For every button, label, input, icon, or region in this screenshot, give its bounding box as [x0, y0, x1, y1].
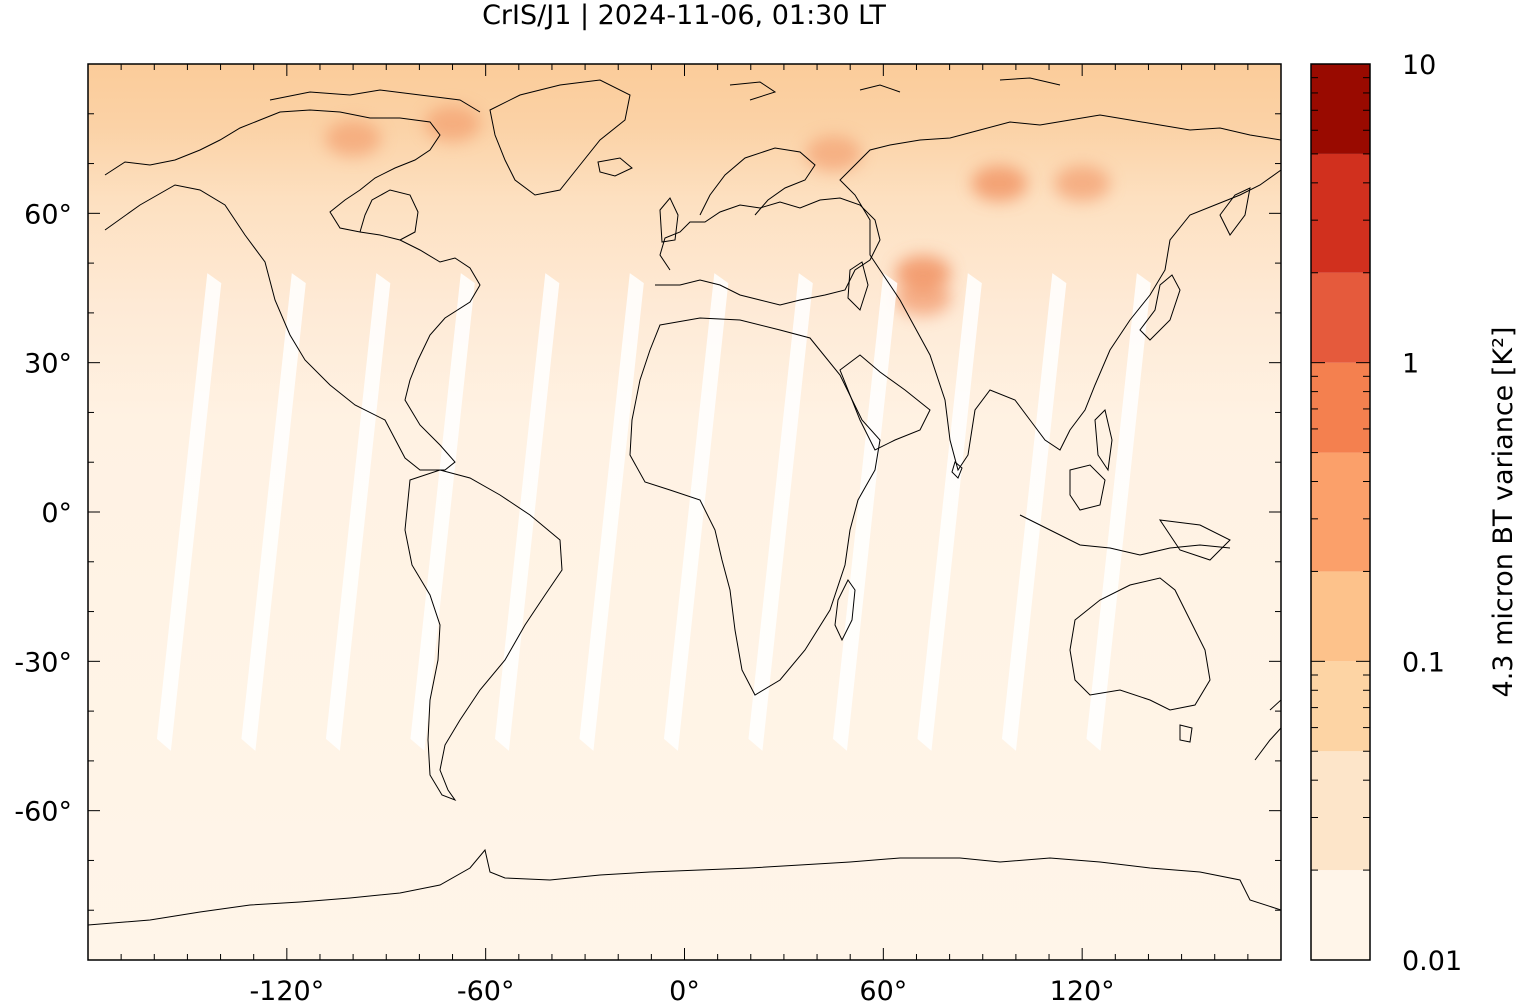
- orbit-gap: [579, 273, 644, 751]
- colorbar-bin-3: [1311, 571, 1370, 662]
- coast-north-america: [104, 109, 481, 471]
- coast-japan: [1139, 274, 1181, 341]
- coast-sri-lanka: [951, 461, 963, 479]
- lat-tick-label: 60°: [24, 199, 72, 230]
- colorbar-bin-7: [1311, 153, 1370, 273]
- orbit-gap: [1086, 273, 1151, 751]
- lat-tick-label: -60°: [14, 797, 72, 828]
- coast-caspian: [847, 261, 869, 311]
- hotspot-layer: [325, 105, 1111, 316]
- colorbar-bin-5: [1311, 362, 1370, 453]
- hotspot-2: [895, 255, 952, 292]
- coastlines: [88, 77, 1281, 926]
- map-title: CrIS/J1 | 2024-11-06, 01:30 LT: [482, 0, 886, 31]
- orbit-gap: [917, 273, 982, 751]
- coast-arctic-islands: [269, 77, 1061, 113]
- lon-tick-label: 0°: [669, 976, 700, 1002]
- colorbar-bin-2: [1311, 661, 1370, 752]
- coast-south-america: [404, 469, 563, 802]
- coast-greenland: [489, 79, 631, 196]
- orbit-gap: [325, 273, 391, 751]
- colorbar-bin-8: [1311, 64, 1370, 154]
- coast-australia: [1069, 577, 1211, 711]
- colorbar-label: 4.3 micron BT variance [K²]: [1488, 327, 1519, 698]
- orbit-gap-layer: [156, 273, 1151, 751]
- coast-indonesia: [1019, 514, 1231, 556]
- orbit-gap: [1001, 273, 1067, 751]
- coast-madagascar: [834, 579, 856, 642]
- orbit-gap: [748, 273, 813, 751]
- hotspot-0: [971, 165, 1028, 202]
- coast-hudson-bay: [359, 189, 419, 241]
- orbit-gap: [494, 273, 560, 751]
- colorbar-tick-label: 1: [1402, 349, 1419, 380]
- coast-europe: [655, 197, 881, 306]
- colorbar-bins: [1311, 64, 1370, 960]
- lat-tick-label: 0°: [41, 498, 72, 529]
- coast-scandinavia: [699, 147, 816, 216]
- coast-kamchatka: [1219, 187, 1251, 236]
- colorbar-bin-1: [1311, 751, 1370, 871]
- lon-tick-label: -120°: [249, 976, 324, 1002]
- orbit-gap: [663, 273, 729, 751]
- coast-new-guinea: [1158, 519, 1231, 561]
- lon-tick-label: -60°: [457, 976, 515, 1002]
- colorbar-bin-0: [1311, 870, 1370, 960]
- hotspot-1: [1054, 165, 1111, 202]
- hotspot-6: [325, 120, 382, 157]
- data-field: [88, 64, 1281, 960]
- coast-new-zealand: [1254, 699, 1281, 761]
- longitude-axis: -120° -60° 0° 60° 120°: [120, 64, 1249, 1002]
- coast-uk: [659, 197, 679, 243]
- colorbar: 10 1 0.1 0.01 4.3 micron BT variance [K²]: [1310, 50, 1519, 977]
- colorbar-tick-label: 10: [1402, 50, 1436, 81]
- orbit-gap: [241, 273, 306, 751]
- coast-africa: [629, 317, 881, 696]
- colorbar-bin-4: [1311, 452, 1370, 572]
- coast-arabia: [839, 354, 931, 451]
- lon-tick-label: 120°: [1050, 976, 1115, 1002]
- colorbar-frame: [1310, 63, 1371, 961]
- orbit-gap: [832, 273, 898, 751]
- map-panel: -120° -60° 0° 60° 120° 60° 30° 0° -30° -60°: [14, 63, 1282, 1002]
- coast-antarctica: [88, 848, 1281, 926]
- coast-philippines: [1094, 409, 1113, 472]
- colorbar-ticks: 10 1 0.1 0.01: [1311, 50, 1462, 977]
- coast-tasmania: [1179, 724, 1193, 743]
- hotspot-4: [805, 135, 862, 172]
- hotspot-3: [895, 279, 952, 316]
- colorbar-tick-label: 0.01: [1402, 946, 1462, 977]
- hotspot-5: [424, 105, 481, 142]
- coast-iceland: [597, 157, 633, 177]
- lat-tick-label: 30°: [24, 349, 72, 380]
- coast-asia: [839, 114, 1281, 472]
- orbit-gap: [156, 273, 222, 751]
- colorbar-bin-6: [1311, 272, 1370, 363]
- lon-tick-label: 60°: [859, 976, 907, 1002]
- lat-tick-label: -30°: [14, 647, 72, 678]
- latitude-axis: 60° 30° 0° -30° -60°: [14, 113, 1281, 911]
- coast-borneo: [1069, 464, 1106, 511]
- orbit-gap: [410, 273, 475, 751]
- colorbar-tick-label: 0.1: [1402, 647, 1445, 678]
